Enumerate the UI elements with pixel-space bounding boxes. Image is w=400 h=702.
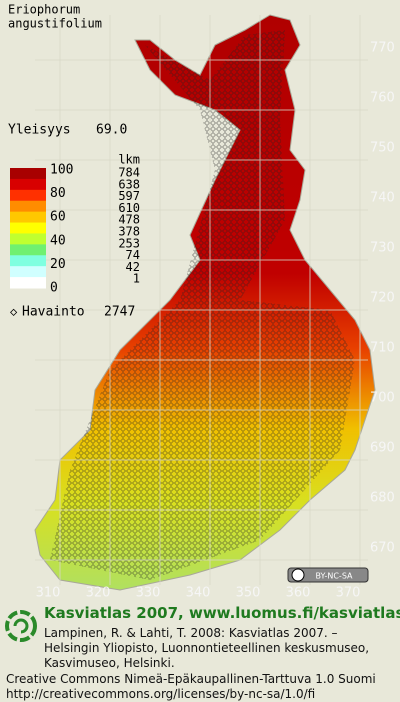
grid — [35, 15, 368, 585]
x-coordinate-label: 350 — [236, 586, 261, 601]
y-coordinate-label: 760 — [370, 91, 395, 106]
observation-dots — [50, 30, 355, 580]
species-name: angustifolium — [8, 17, 102, 31]
y-coordinate-label: 670 — [370, 541, 395, 556]
observation-count: 2747 — [104, 305, 135, 320]
citation-line: Kasvimuseo, Helsinki. — [44, 656, 175, 670]
y-coordinate-label: 680 — [370, 491, 395, 506]
legend-count: 253 — [118, 236, 140, 250]
cc-icon — [291, 568, 305, 582]
count-header: lkm — [118, 153, 140, 167]
legend-count: 597 — [118, 189, 140, 203]
y-coordinate-label: 740 — [370, 191, 395, 206]
legend-swatch — [10, 233, 46, 245]
legend-percent: 0 — [50, 281, 58, 296]
citation-line: Lampinen, R. & Lahti, T. 2008: Kasviatla… — [44, 626, 338, 640]
frequency-label: Yleisyys — [8, 123, 71, 138]
legend-count: 74 — [126, 248, 140, 262]
legend-count: 378 — [118, 225, 140, 239]
observation-label: Havainto — [22, 305, 85, 320]
legend-count: 638 — [118, 177, 140, 191]
y-coordinate-label: 720 — [370, 291, 395, 306]
observation-symbol: ◇ — [10, 305, 18, 319]
legend-swatch — [10, 244, 46, 256]
y-coordinate-label: 690 — [370, 441, 395, 456]
x-coordinate-label: 330 — [136, 586, 161, 601]
citation-line: Helsingin Yliopisto, Luonnontieteellinen… — [44, 641, 370, 655]
logo — [5, 610, 37, 642]
y-coordinate-label: 770 — [370, 41, 395, 56]
legend-swatch — [10, 255, 46, 267]
legend-percent: 60 — [50, 210, 66, 225]
legend-count: 610 — [118, 201, 140, 215]
x-coordinate-label: 360 — [286, 586, 311, 601]
legend-percent: 20 — [50, 257, 66, 272]
legend-swatch — [10, 266, 46, 278]
legend-swatch — [10, 222, 46, 234]
license-badge — [287, 567, 369, 583]
legend-percent: 80 — [50, 186, 66, 201]
legend-swatch — [10, 277, 46, 289]
legend-swatch — [10, 200, 46, 213]
legend-percent: 100 — [50, 163, 73, 178]
x-coordinate-label: 320 — [86, 586, 111, 601]
legend-count: 42 — [126, 260, 140, 274]
y-coordinate-label: 730 — [370, 241, 395, 256]
x-coordinate-label: 340 — [186, 586, 211, 601]
legend-count: 784 — [118, 166, 140, 180]
x-coordinate-label: 370 — [336, 586, 361, 601]
frequency-value: 69.0 — [96, 123, 127, 138]
species-name: Eriophorum — [8, 3, 80, 17]
license-badge-text: BY-NC-SA — [315, 572, 353, 581]
legend-percent: 40 — [50, 233, 66, 248]
legend-swatch — [10, 211, 46, 224]
x-coordinate-label: 310 — [36, 586, 61, 601]
y-coordinate-label: 710 — [370, 341, 395, 356]
legend-swatch — [10, 168, 46, 180]
legend-swatch — [10, 189, 46, 202]
license-line: http://creativecommons.org/licenses/by-n… — [6, 687, 316, 701]
y-coordinate-label: 750 — [370, 141, 395, 156]
legend-count: 1 — [133, 272, 140, 286]
license-line: Creative Commons Nimeä-Epäkaupallinen-Ta… — [6, 672, 376, 686]
y-coordinate-label: 700 — [370, 391, 395, 406]
footer-heading: Kasviatlas 2007, www.luomus.fi/kasviatla… — [44, 604, 400, 622]
legend-swatch — [10, 178, 46, 191]
legend-count: 478 — [118, 213, 140, 227]
